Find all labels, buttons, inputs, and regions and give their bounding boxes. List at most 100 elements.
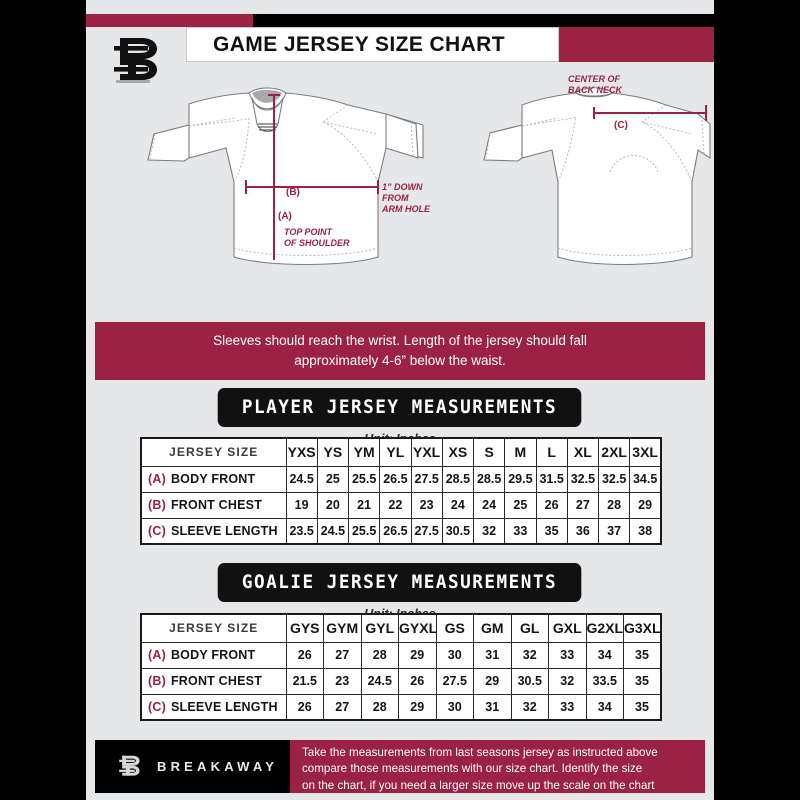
player-cell-2-1: 24.5: [316, 517, 350, 545]
player-size-col-ym: YM: [347, 437, 381, 467]
player-row-label-2: (C) SLEEVE LENGTH: [140, 517, 287, 545]
player-cell-2-6: 32: [472, 517, 506, 545]
player-table-wrapper: JERSEY SIZE YXS YS YM YL YXL XS S M L XL 2XL 3XL (A) B…: [140, 437, 663, 545]
goalie-cell-0-6: 32: [510, 641, 549, 669]
goalie-cell-0-4: 30: [435, 641, 474, 669]
jersey-diagram: .out { fill:#ffffff; stroke:#7d7d7d; str…: [86, 62, 714, 317]
goalie-cell-0-9: 35: [623, 641, 662, 669]
player-cell-0-2: 25.5: [347, 465, 381, 493]
player-cell-0-3: 26.5: [379, 465, 412, 493]
player-cell-0-9: 32.5: [566, 465, 600, 493]
table-row: (C) SLEEVE LENGTH 26 27 28 29 30 31 32 33 34 35: [140, 693, 662, 721]
goalie-cell-2-6: 32: [510, 693, 549, 721]
goalie-cell-1-7: 32: [548, 667, 587, 695]
footer: BREAKAWAY Take the measurements from las…: [95, 740, 705, 793]
back-jersey-illustration: (C) CENTER OF BACK NECK: [483, 74, 711, 266]
player-cell-1-6: 24: [472, 491, 506, 519]
goalie-size-col-gs: GS: [435, 613, 474, 643]
goalie-size-col-gxl: GXL: [548, 613, 587, 643]
front-jersey-illustration: (B) (A) TOP POINT OF SHOULDER 1” DOWN FR…: [147, 87, 431, 266]
player-cell-0-5: 28.5: [441, 465, 475, 493]
label-c: (C): [614, 120, 628, 131]
player-size-col-xs: XS: [441, 437, 475, 467]
player-size-col-xl: XL: [566, 437, 600, 467]
goalie-size-col-gys: GYS: [285, 613, 324, 643]
player-row-label-1: (B) FRONT CHEST: [140, 491, 287, 519]
goalie-size-col-gym: GYM: [323, 613, 362, 643]
player-cell-1-3: 22: [379, 491, 412, 519]
goalie-size-col-gm: GM: [473, 613, 512, 643]
player-cell-1-2: 21: [347, 491, 381, 519]
size-chart-page: GAME JERSEY SIZE CHART .out { fill:#ffff…: [86, 0, 714, 800]
player-cell-1-8: 26: [535, 491, 568, 519]
player-cell-1-0: 19: [285, 491, 318, 519]
player-cell-1-9: 27: [566, 491, 600, 519]
player-section-title: PLAYER JERSEY MEASUREMENTS: [218, 388, 582, 427]
player-cell-0-0: 24.5: [285, 465, 318, 493]
player-cell-2-8: 35: [535, 517, 568, 545]
goalie-cell-2-1: 27: [323, 693, 362, 721]
label-b: (B): [286, 187, 300, 198]
page-title: GAME JERSEY SIZE CHART: [213, 32, 505, 56]
player-cell-1-10: 28: [597, 491, 631, 519]
goalie-cell-1-0: 21.5: [285, 667, 324, 695]
goalie-cell-2-4: 30: [435, 693, 474, 721]
goalie-cell-2-8: 34: [585, 693, 624, 721]
player-cell-2-5: 30.5: [441, 517, 475, 545]
table-row: (B) FRONT CHEST 19 20 21 22 23 24 24 25 26 27 28 29: [140, 491, 663, 519]
goalie-cell-1-4: 27.5: [435, 667, 474, 695]
goalie-cell-2-2: 28: [360, 693, 399, 721]
table-row: (A) BODY FRONT 24.5 25 25.5 26.5 27.5 28.5 28.5 2…: [140, 465, 663, 493]
fit-note-line-2: approximately 4-6” below the waist.: [294, 353, 506, 368]
player-cell-0-4: 27.5: [410, 465, 443, 493]
goalie-header-row: JERSEY SIZE GYS GYM GYL GYXL GS GM GL GXL G2XL G3X…: [140, 613, 662, 643]
fit-note-line-1: Sleeves should reach the wrist. Length o…: [213, 333, 587, 349]
goalie-size-col-g2xl: G2XL: [585, 613, 624, 643]
table-row: (B) FRONT CHEST 21.5 23 24.5 26 27.5 29 30.5 32 33…: [140, 667, 662, 695]
goalie-section-title: GOALIE JERSEY MEASUREMENTS: [218, 563, 582, 602]
player-cell-2-4: 27.5: [410, 517, 443, 545]
goalie-cell-1-6: 30.5: [510, 667, 549, 695]
player-size-col-yxs: YXS: [285, 437, 318, 467]
goalie-cell-0-8: 34: [585, 641, 624, 669]
goalie-cell-1-1: 23: [323, 667, 362, 695]
player-cell-2-3: 26.5: [379, 517, 412, 545]
goalie-table-wrapper: JERSEY SIZE GYS GYM GYL GYXL GS GM GL GXL G2XL G3X…: [140, 613, 662, 721]
footer-instruction-line-3: on the chart, if you need a larger size …: [302, 778, 655, 792]
goalie-row-label-1: (B) FRONT CHEST: [140, 667, 287, 695]
player-cell-1-4: 23: [410, 491, 443, 519]
goalie-measurements-table: JERSEY SIZE GYS GYM GYL GYXL GS GM GL GXL G2XL G3X…: [140, 613, 662, 721]
player-cell-2-9: 36: [566, 517, 600, 545]
label-a: (A): [278, 211, 292, 222]
footer-instruction-line-1: Take the measurements from last seasons …: [302, 746, 658, 759]
player-size-col-2xl: 2XL: [597, 437, 631, 467]
player-header-row: JERSEY SIZE YXS YS YM YL YXL XS S M L XL 2XL 3XL: [140, 437, 663, 467]
goalie-cell-2-9: 35: [623, 693, 662, 721]
breakaway-b-logo-icon: [106, 28, 178, 90]
goalie-size-header: JERSEY SIZE: [140, 613, 287, 643]
player-cell-0-6: 28.5: [472, 465, 506, 493]
player-size-col-yxl: YXL: [410, 437, 443, 467]
goalie-cell-1-3: 26: [398, 667, 437, 695]
goalie-size-col-gyxl: GYXL: [398, 613, 437, 643]
goalie-cell-0-7: 33: [548, 641, 587, 669]
player-cell-0-10: 32.5: [597, 465, 631, 493]
label-a-note: TOP POINT OF SHOULDER: [284, 227, 350, 248]
player-cell-2-11: 38: [629, 517, 663, 545]
fit-note-banner: Sleeves should reach the wrist. Length o…: [95, 322, 705, 380]
goalie-section-header: GOALIE JERSEY MEASUREMENTS Unit: Inches: [86, 563, 714, 621]
breakaway-b-logo-icon-footer: [117, 752, 143, 782]
goalie-cell-1-9: 35: [623, 667, 662, 695]
goalie-cell-2-3: 29: [398, 693, 437, 721]
table-row: (C) SLEEVE LENGTH 23.5 24.5 25.5 26.5 27.5 30.5…: [140, 517, 663, 545]
player-measurements-table: JERSEY SIZE YXS YS YM YL YXL XS S M L XL 2XL 3XL (A) B…: [140, 437, 663, 545]
footer-instruction-line-2: compare those measurements with our size…: [302, 762, 643, 776]
label-b-note: 1” DOWN FROM ARM HOLE: [381, 182, 431, 214]
goalie-cell-2-0: 26: [285, 693, 324, 721]
footer-brand: BREAKAWAY: [95, 740, 290, 793]
goalie-cell-1-8: 33.5: [585, 667, 624, 695]
player-cell-0-7: 29.5: [504, 465, 537, 493]
footer-wordmark: BREAKAWAY: [157, 759, 279, 774]
player-cell-2-7: 33: [504, 517, 537, 545]
footer-instructions: Take the measurements from last seasons …: [290, 740, 705, 793]
